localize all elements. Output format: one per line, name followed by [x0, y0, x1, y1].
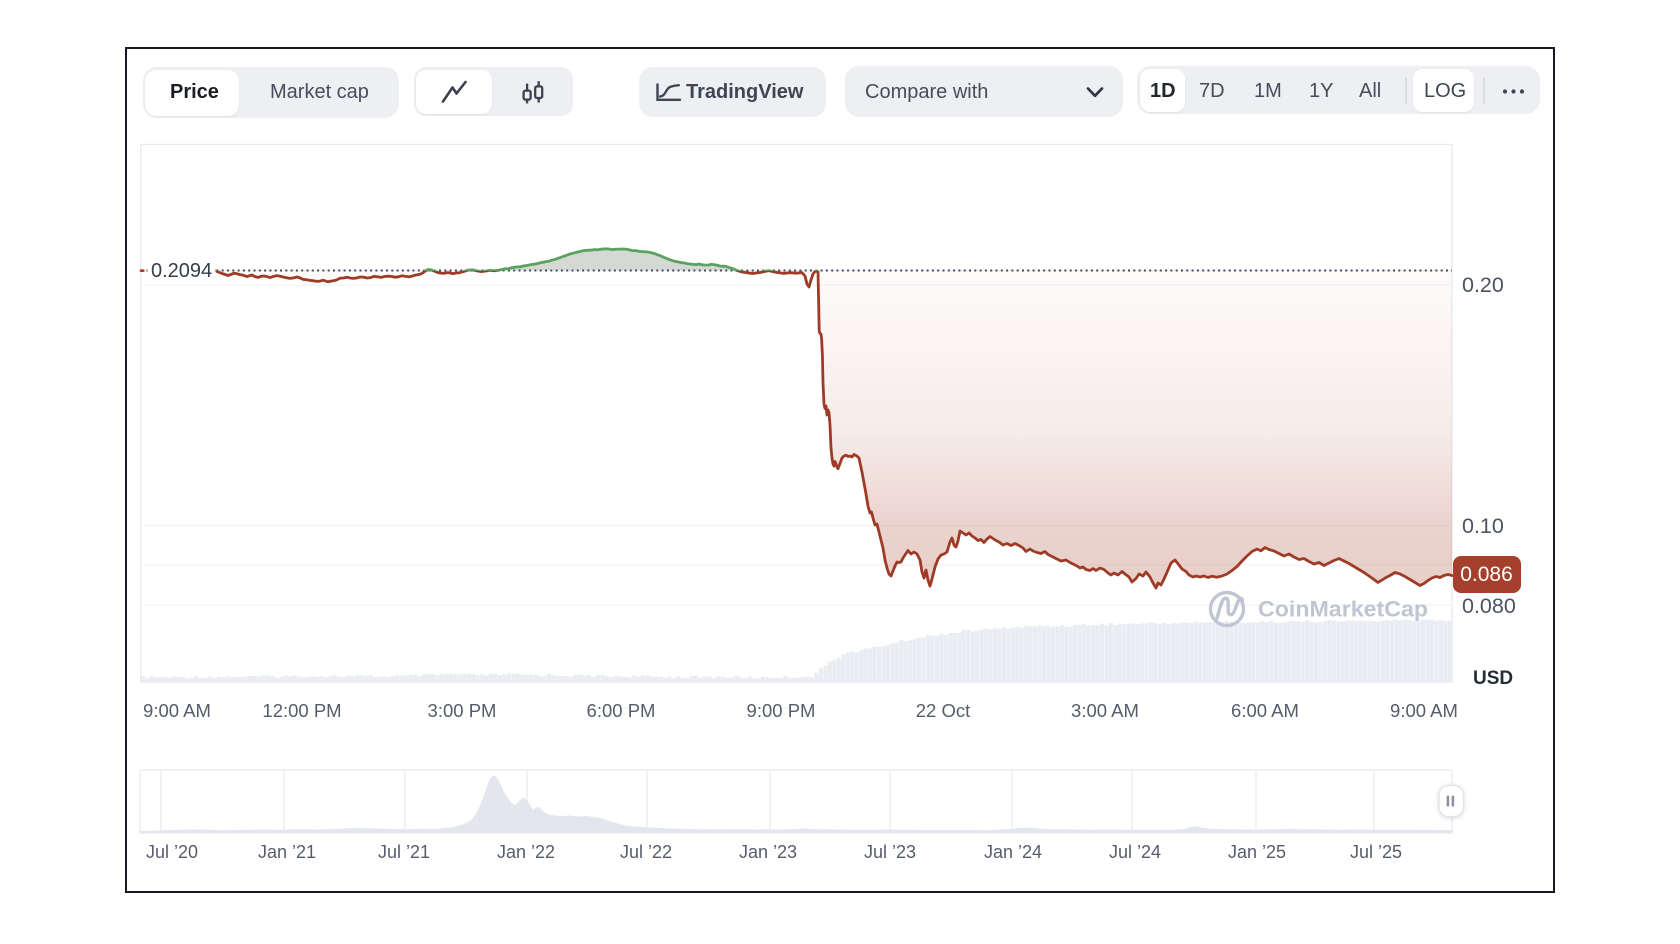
- svg-text:CoinMarketCap: CoinMarketCap: [1258, 597, 1428, 622]
